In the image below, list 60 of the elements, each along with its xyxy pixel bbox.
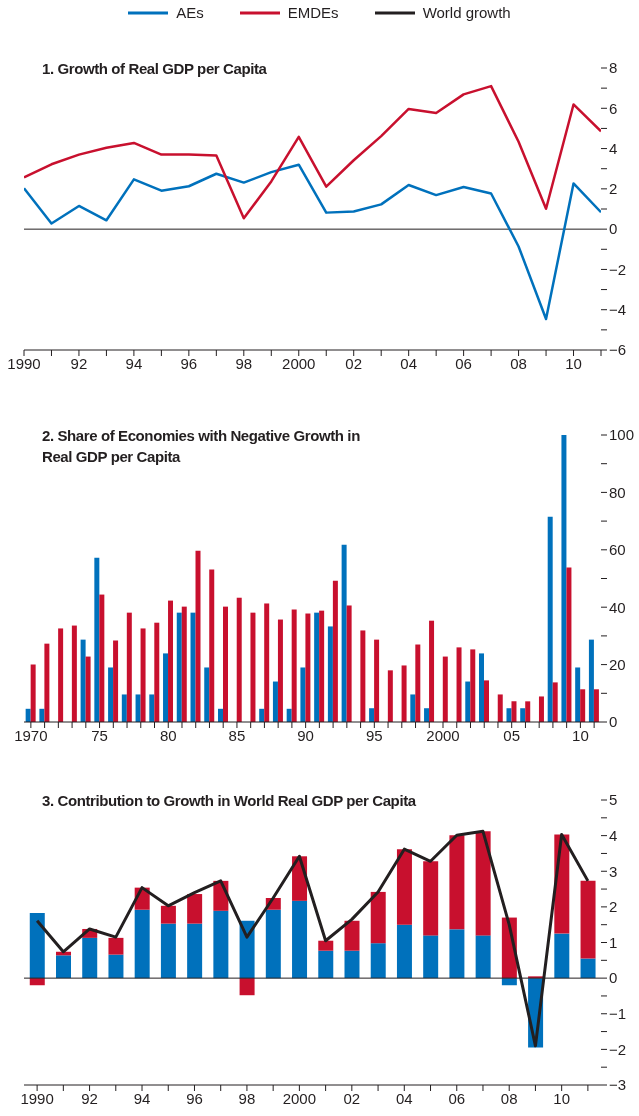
y-tick-label: 20 bbox=[609, 655, 626, 673]
legend-label: EMDEs bbox=[287, 4, 339, 21]
x-tick-label: 10 bbox=[553, 1089, 570, 1107]
y-tick-label: 4 bbox=[609, 826, 618, 844]
x-tick-label: 2000 bbox=[282, 354, 316, 372]
chart-title: 3. Contribution to Growth in World Real GDP per Capita bbox=[42, 791, 416, 811]
y-tick-label: 2 bbox=[609, 898, 618, 916]
legend-label: World growth bbox=[422, 4, 511, 21]
x-tick-label: 10 bbox=[572, 726, 589, 744]
y-tick-label: 4 bbox=[609, 139, 618, 157]
y-tick-label: 100 bbox=[609, 426, 635, 444]
y-tick-label: −3 bbox=[609, 1076, 627, 1094]
x-tick-label: 85 bbox=[228, 726, 246, 744]
x-tick-label: 92 bbox=[81, 1089, 98, 1107]
x-tick-label: 98 bbox=[235, 354, 253, 372]
chart-title: 1. Growth of Real GDP per Capita bbox=[42, 59, 267, 79]
x-tick-label: 06 bbox=[448, 1089, 466, 1107]
chart-title: 2. Share of Economies with Negative Growth in Real GDP per Capita bbox=[42, 426, 361, 467]
x-tick-label: 06 bbox=[455, 354, 472, 372]
y-tick-label: −6 bbox=[609, 341, 627, 359]
x-tick-label: 95 bbox=[365, 726, 383, 744]
x-tick-label: 08 bbox=[510, 354, 527, 372]
x-tick-label: 98 bbox=[238, 1089, 256, 1107]
x-tick-label: 80 bbox=[159, 726, 177, 744]
x-tick-label: 04 bbox=[400, 354, 418, 372]
x-tick-label: 08 bbox=[500, 1089, 518, 1107]
y-tick-label: 0 bbox=[609, 713, 618, 731]
y-tick-label: 8 bbox=[609, 59, 618, 77]
x-tick-label: 92 bbox=[70, 354, 88, 372]
y-tick-label: 3 bbox=[609, 862, 618, 880]
x-tick-label: 05 bbox=[503, 726, 521, 744]
x-tick-label: 10 bbox=[565, 354, 582, 372]
y-tick-label: 60 bbox=[609, 541, 626, 559]
x-tick-label: 2000 bbox=[426, 726, 460, 744]
x-tick-label: 96 bbox=[186, 1089, 203, 1107]
x-tick-label: 2000 bbox=[282, 1089, 317, 1107]
y-tick-label: 80 bbox=[609, 483, 626, 501]
y-tick-label: 6 bbox=[609, 99, 618, 117]
x-tick-label: 75 bbox=[91, 726, 108, 744]
y-tick-label: −4 bbox=[609, 301, 627, 319]
x-tick-label: 02 bbox=[345, 354, 363, 372]
y-tick-label: −2 bbox=[609, 260, 627, 278]
y-tick-label: 1 bbox=[609, 933, 618, 951]
legend-label: AEs bbox=[176, 4, 204, 21]
x-tick-label: 94 bbox=[125, 354, 143, 372]
y-tick-label: −2 bbox=[609, 1040, 627, 1058]
x-tick-label: 04 bbox=[395, 1089, 413, 1107]
x-tick-label: 90 bbox=[297, 726, 314, 744]
y-tick-label: 5 bbox=[609, 791, 618, 809]
y-tick-label: 0 bbox=[609, 969, 618, 987]
x-tick-label: 1970 bbox=[14, 726, 48, 744]
x-tick-label: 94 bbox=[133, 1089, 151, 1107]
y-tick-label: 2 bbox=[609, 180, 618, 198]
x-tick-label: 1990 bbox=[20, 1089, 54, 1107]
x-tick-label: 1990 bbox=[7, 354, 41, 372]
y-tick-label: 0 bbox=[609, 220, 618, 238]
y-tick-label: 40 bbox=[609, 598, 626, 616]
y-tick-label: −1 bbox=[609, 1005, 627, 1023]
x-tick-label: 96 bbox=[180, 354, 198, 372]
x-tick-label: 02 bbox=[343, 1089, 361, 1107]
